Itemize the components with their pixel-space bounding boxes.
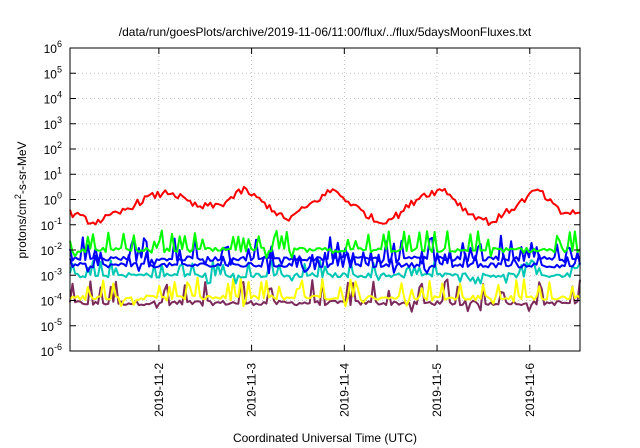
- chart-title: /data/run/goesPlots/archive/2019-11-06/1…: [119, 25, 532, 39]
- y-axis-label-part2: -s-sr-MeV: [15, 141, 29, 194]
- y-tick-exponent: -3: [54, 266, 62, 276]
- y-tick-label: 102: [44, 140, 62, 157]
- y-tick-exponent: 2: [57, 140, 62, 150]
- y-tick-label: 10-4: [41, 292, 62, 309]
- y-tick-base: 10: [41, 244, 55, 258]
- y-tick-base: 10: [41, 219, 55, 233]
- y-tick-base: 10: [44, 42, 58, 56]
- y-tick-exponent: 1: [57, 165, 62, 175]
- y-tick-base: 10: [41, 345, 55, 359]
- y-tick-exponent: 4: [57, 90, 62, 100]
- x-axis: 2019-11-2 2019-11-3 2019-11-4 2019-11-5 2019…: [152, 48, 537, 417]
- y-axis: 10-610-510-410-310-210-11001011021031041…: [41, 39, 580, 359]
- y-tick-label: 10-6: [41, 342, 62, 359]
- y-tick-exponent: -5: [54, 317, 62, 327]
- x-tick-label: 2019-11-3: [245, 363, 259, 417]
- y-tick-label: 10-3: [41, 266, 62, 283]
- series-line-4: [69, 259, 581, 285]
- series-layer: [69, 185, 581, 313]
- y-tick-exponent: -2: [54, 241, 62, 251]
- x-tick-label: 2019-11-6: [523, 363, 537, 417]
- y-axis-label: protons/cm2-s-sr-MeV: [13, 141, 29, 258]
- y-tick-label: 10-5: [41, 317, 62, 334]
- y-tick-label: 103: [44, 115, 62, 132]
- x-tick-label: 2019-11-5: [430, 363, 444, 417]
- y-tick-exponent: -4: [54, 292, 62, 302]
- y-tick-label: 101: [44, 165, 62, 182]
- y-tick-label: 100: [44, 191, 62, 208]
- x-tick-label: 2019-11-2: [152, 363, 166, 417]
- y-tick-base: 10: [41, 295, 55, 309]
- x-axis-label: Coordinated Universal Time (UTC): [233, 431, 417, 445]
- y-tick-base: 10: [41, 320, 55, 334]
- series-line-3: [69, 249, 581, 275]
- y-tick-base: 10: [41, 269, 55, 283]
- y-tick-base: 10: [44, 168, 58, 182]
- y-tick-base: 10: [44, 143, 58, 157]
- series-line-5: [69, 276, 581, 308]
- x-tick-label: 2019-11-4: [337, 363, 351, 417]
- y-tick-label: 105: [44, 64, 62, 81]
- y-tick-base: 10: [44, 67, 58, 81]
- y-axis-label-sup: 2: [13, 194, 23, 199]
- y-tick-base: 10: [44, 93, 58, 107]
- y-tick-label: 10-1: [41, 216, 62, 233]
- y-tick-base: 10: [44, 194, 58, 208]
- y-tick-label: 10-2: [41, 241, 62, 258]
- y-tick-exponent: -6: [54, 342, 62, 352]
- series-line-6: [69, 278, 581, 313]
- series-line-1: [69, 229, 581, 259]
- series-line-0: [69, 185, 581, 226]
- y-tick-exponent: 5: [57, 64, 62, 74]
- y-tick-base: 10: [44, 118, 58, 132]
- y-tick-label: 106: [44, 39, 62, 56]
- y-axis-label-part1: protons/cm: [15, 199, 29, 258]
- y-tick-exponent: -1: [54, 216, 62, 226]
- y-tick-exponent: 6: [57, 39, 62, 49]
- y-tick-label: 104: [44, 90, 62, 107]
- series-line-2: [69, 234, 581, 269]
- y-tick-exponent: 0: [57, 191, 62, 201]
- y-tick-exponent: 3: [57, 115, 62, 125]
